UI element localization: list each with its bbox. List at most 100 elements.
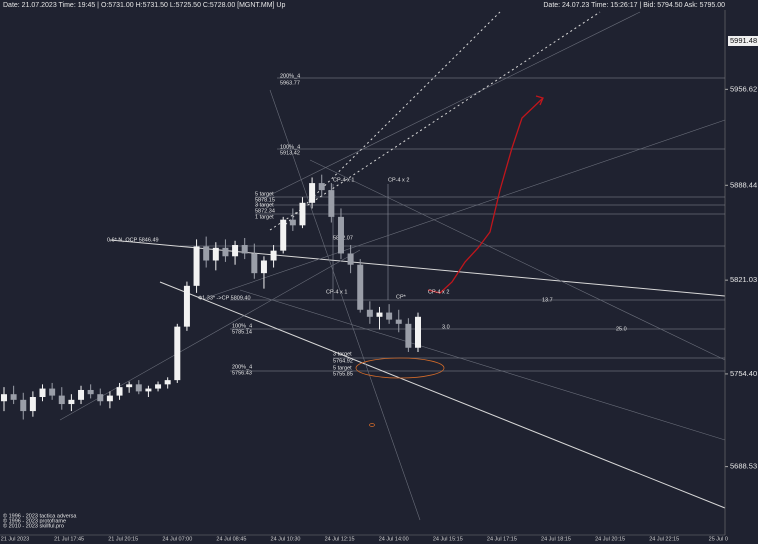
annotation: 5872.34 — [255, 208, 275, 214]
x-tick-label: 24 Jul 10:30 — [271, 536, 301, 542]
annotation: 100%_4 — [280, 144, 300, 150]
candle-body — [337, 216, 344, 254]
x-tick-label: 24 Jul 18:15 — [541, 536, 571, 542]
candle-body — [29, 397, 36, 412]
annotation: 5 target — [333, 365, 352, 371]
annotation: CP-4 x 2 — [428, 289, 449, 295]
copyright: © 1996 - 2023 tactica adversa — [3, 512, 77, 519]
candle-body — [78, 389, 85, 400]
candle-body — [212, 247, 219, 261]
price-marker: 5991.48 — [730, 36, 757, 45]
candle-body — [116, 387, 123, 396]
annotation: 13.7 — [542, 297, 553, 303]
candle-body — [87, 389, 94, 395]
x-tick-label: 24 Jul 15:15 — [433, 536, 463, 542]
trend-line — [259, 11, 641, 201]
forecast-arrow — [535, 95, 544, 106]
x-tick-label: 24 Jul 12:15 — [325, 536, 355, 542]
x-tick-label: 24 Jul 08:45 — [216, 536, 246, 542]
candle-body — [203, 246, 210, 261]
trend-line — [309, 159, 726, 361]
annotation: Ф1.33* ->CP 5809.40 — [198, 295, 251, 301]
y-tick-label: 5754.40 — [730, 369, 757, 378]
trend-line — [269, 89, 421, 521]
x-tick-label: 24 Jul 22:15 — [649, 536, 679, 542]
candle-body — [386, 312, 393, 320]
annotation: 25.0 — [616, 326, 627, 332]
x-tick-label: 24 Jul 17:15 — [487, 536, 517, 542]
y-tick-label: 5821.03 — [730, 275, 757, 284]
x-tick-label: 25 Jul 0 — [709, 536, 728, 542]
x-tick-label: 24 Jul 20:15 — [595, 536, 625, 542]
copyright: © 1996 - 2023 protoframe — [3, 517, 66, 524]
marker — [369, 423, 375, 427]
trend-lines — [59, 11, 726, 521]
price-marker-box — [728, 36, 758, 46]
candle-body — [39, 388, 46, 398]
annotation: CP-4 x 1 — [326, 289, 347, 295]
annotation: CP-4 x 1 — [333, 177, 354, 183]
annotation: CP* — [396, 294, 407, 300]
annotation: 200%_4 — [280, 73, 300, 79]
candle-body — [135, 384, 142, 392]
trend-line — [239, 289, 726, 441]
candle-body — [347, 253, 354, 265]
candle-body — [280, 219, 287, 251]
candle-body — [366, 309, 373, 317]
annotation: 3 target — [333, 351, 352, 357]
candle-body — [193, 246, 200, 286]
candle-body — [260, 260, 267, 274]
header-right: Date: 24.07.23 Time: 15:26:17 | Bid: 579… — [543, 2, 725, 9]
annotation: 5 target — [255, 191, 274, 197]
header-left: Date: 21.07.2023 Time: 19:45 | O:5731.00… — [3, 2, 285, 9]
y-tick-label: 5688.53 — [730, 462, 757, 471]
candle-body — [232, 245, 239, 257]
x-tick-label: 21 Jul 20:15 — [108, 536, 138, 542]
candle-body — [299, 202, 306, 226]
dotted-line — [281, 11, 501, 229]
dotted-line — [269, 11, 601, 231]
annotation: CP-4 x 2 — [388, 177, 409, 183]
candle-body — [241, 245, 248, 254]
annotation: 200%_4 — [232, 364, 252, 370]
y-tick-label: 5956.62 — [730, 84, 757, 93]
annotation: 5785.14 — [232, 329, 252, 335]
annotation: 0.6* N, OCP 5846.49 — [107, 237, 159, 243]
candle-body — [106, 395, 113, 402]
candle-body — [155, 384, 162, 389]
candle-body — [10, 394, 17, 400]
candle-body — [174, 326, 181, 381]
y-tick-label: 5888.44 — [730, 180, 757, 189]
candle-body — [145, 388, 152, 392]
annotation: 3 target — [255, 202, 274, 208]
x-tick-label: 21 Jul 17:45 — [54, 536, 84, 542]
candle-body — [251, 253, 258, 274]
candle-body — [270, 250, 277, 261]
candle-body — [58, 395, 65, 405]
x-tick-label: 21 Jul 2023 — [1, 536, 29, 542]
trend-line — [199, 119, 726, 301]
candle-body — [309, 183, 316, 203]
candle-body — [357, 264, 364, 310]
copyright: © 2010 - 2023 skillful.pro — [3, 522, 64, 529]
highlight-ellipse — [355, 357, 445, 379]
trend-line — [109, 239, 726, 297]
candle-body — [49, 388, 56, 396]
candle-body — [183, 285, 190, 327]
candle-body — [395, 319, 402, 324]
candle-body — [97, 394, 104, 402]
candle-body — [164, 380, 171, 385]
trend-line — [159, 281, 726, 509]
candle-body — [68, 399, 75, 405]
annotation: 3.0 — [442, 324, 450, 330]
candle-body — [376, 312, 383, 317]
candle-body — [289, 219, 296, 226]
annotation: 5755.85 — [333, 371, 353, 377]
annotation: 5878.15 — [255, 197, 275, 203]
annotation: 5913.42 — [280, 150, 300, 156]
candle-body — [1, 394, 7, 402]
annotation: 5764.92 — [333, 358, 353, 364]
annotation: 1 target — [255, 214, 274, 220]
